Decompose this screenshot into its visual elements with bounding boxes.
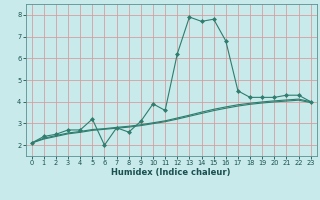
X-axis label: Humidex (Indice chaleur): Humidex (Indice chaleur)	[111, 168, 231, 177]
